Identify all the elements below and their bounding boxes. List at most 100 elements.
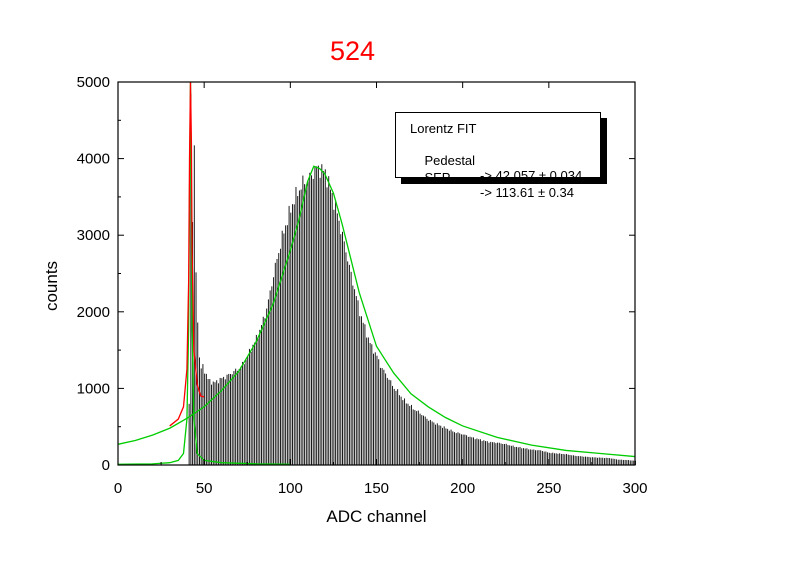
histogram-bar (541, 451, 543, 465)
histogram-bar (559, 453, 561, 465)
histogram-bar (202, 364, 204, 465)
histogram-bar (471, 437, 473, 465)
histogram-bar (193, 145, 195, 465)
histogram-bar (564, 454, 566, 465)
histogram-bar (424, 416, 426, 465)
histogram-bar (452, 431, 454, 465)
histogram-bar (526, 448, 528, 465)
histogram-bar (311, 175, 312, 465)
histogram-bar (479, 439, 481, 465)
histogram-bar (207, 379, 209, 465)
histogram-bar (295, 186, 297, 465)
histogram-bar (455, 433, 457, 465)
histogram-bar (516, 446, 518, 465)
histogram-bar (429, 419, 431, 465)
y-axis-label: counts (42, 260, 61, 312)
histogram-bar (557, 453, 559, 465)
histogram-bar (266, 308, 268, 465)
histogram-bar (252, 344, 254, 465)
histogram-bar (226, 374, 228, 465)
histogram-bar (454, 432, 455, 465)
histogram-bar (414, 410, 416, 465)
fit-curve-0 (117, 165, 636, 458)
histogram-bar (531, 449, 533, 465)
histogram-bar (576, 456, 578, 465)
histogram-bar (566, 453, 568, 465)
histogram-bar (326, 187, 328, 465)
histogram-bar (248, 348, 250, 465)
histogram-bar (392, 385, 393, 465)
histogram-bar (331, 193, 333, 465)
histogram-bar (500, 443, 502, 465)
histogram-bar (405, 403, 407, 465)
histogram-bar (230, 374, 231, 465)
histogram-bar (398, 395, 400, 465)
histogram-bar (483, 440, 485, 465)
histogram-bar (583, 456, 585, 465)
histogram-bar (510, 445, 512, 465)
histogram-bar (242, 361, 244, 465)
histogram-bar (476, 438, 478, 465)
histogram-bar (488, 442, 490, 465)
histogram-bar (333, 209, 335, 465)
histogram-bar (602, 457, 604, 465)
histogram-bar (273, 277, 275, 465)
histogram-bar (200, 368, 202, 465)
histogram-bar (321, 164, 323, 465)
legend-entry-sep-label: SEP (424, 170, 451, 185)
histogram-bar (279, 248, 281, 465)
histogram-bar (622, 459, 624, 465)
histogram-bar (347, 261, 349, 465)
histogram-bar (554, 453, 555, 465)
histogram-bar (590, 457, 592, 465)
histogram-bar (298, 190, 300, 465)
histogram-bar (276, 258, 278, 465)
histogram-bar (329, 189, 331, 465)
histogram-bar (188, 403, 190, 465)
histogram-bar (340, 234, 342, 465)
histogram-bar (491, 442, 493, 465)
histogram-bar (305, 184, 307, 465)
histogram-bar (460, 434, 462, 465)
histogram-bar (216, 380, 218, 465)
histogram-bar (257, 338, 259, 465)
histogram-bar (235, 368, 237, 465)
histogram-bar (593, 457, 595, 465)
histogram-bar (388, 379, 390, 465)
histogram-bar (433, 422, 435, 465)
histogram-bar (581, 456, 583, 465)
histogram-bar (550, 453, 552, 465)
histogram-bar (629, 460, 631, 465)
histogram-bar (319, 177, 321, 465)
histogram-bar (378, 359, 380, 465)
histogram-bar (464, 434, 466, 465)
histogram-bar (524, 448, 526, 465)
histogram-bar (440, 425, 442, 465)
histogram-bar (466, 435, 468, 465)
histogram-bar (571, 455, 573, 465)
histogram-bar (628, 460, 630, 465)
histogram-bar (352, 285, 354, 465)
histogram-bar (588, 456, 590, 465)
histogram-bar (490, 441, 492, 465)
histogram-bar (612, 458, 614, 465)
histogram-bar (364, 324, 366, 465)
histogram-bar (505, 443, 507, 465)
histogram-bar (292, 204, 294, 465)
histogram-bar (617, 459, 619, 465)
y-tick-label: 1000 (77, 380, 110, 397)
histogram-bar (502, 444, 504, 465)
histogram-bar (586, 456, 588, 465)
histogram-bar (381, 368, 383, 465)
histogram-bar (410, 404, 412, 465)
histogram-bar (595, 457, 597, 465)
histogram-bar (512, 445, 514, 465)
x-tick-label: 100 (278, 480, 303, 497)
histogram-bar (495, 443, 497, 465)
histogram-bar (555, 453, 557, 465)
histogram-bar (247, 356, 249, 465)
histogram-bar (626, 460, 628, 465)
histogram-bar (386, 377, 388, 465)
histogram-bar (467, 436, 469, 465)
histogram-bar (228, 373, 230, 465)
